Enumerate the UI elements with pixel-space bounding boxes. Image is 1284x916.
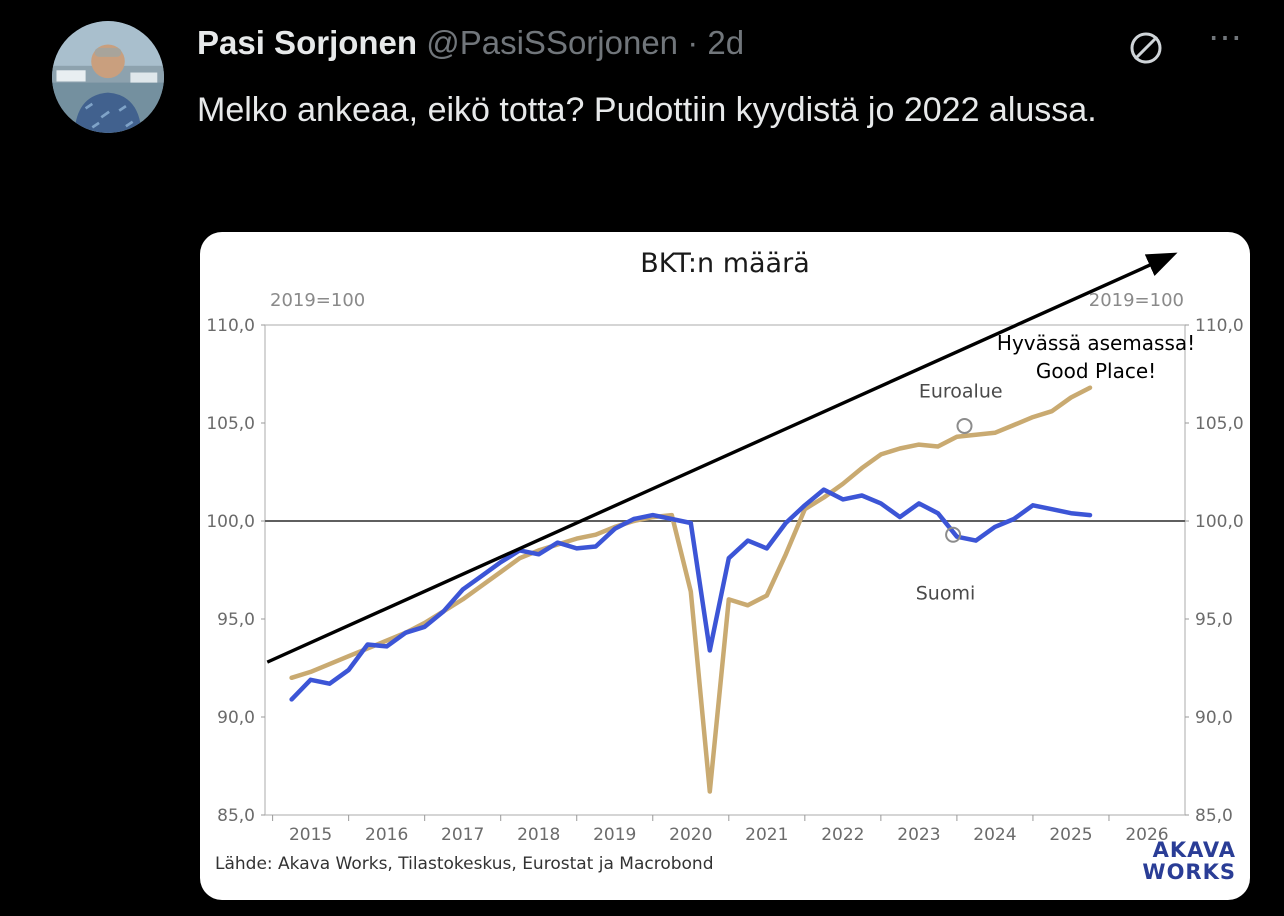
y-tick-label-left: 85,0 — [217, 806, 255, 826]
header-separator: · — [687, 24, 699, 61]
chart-title: BKT:n määrä — [640, 248, 810, 279]
x-tick-label: 2017 — [441, 825, 484, 845]
y-tick-label-right: 90,0 — [1195, 708, 1233, 728]
akava-works-logo: AKAVA WORKS — [1142, 837, 1236, 885]
y-tick-label-left: 100,0 — [206, 512, 255, 532]
series-marker-circle — [956, 417, 973, 434]
annotation-text: Suomi — [916, 582, 976, 604]
author-name[interactable]: Pasi Sorjonen — [197, 24, 418, 61]
series-line-euroalue — [289, 385, 1093, 794]
more-icon[interactable]: ⋯ — [1208, 19, 1244, 57]
y-tick-label-left: 90,0 — [217, 708, 255, 728]
logo-line2: WORKS — [1142, 860, 1236, 885]
unit-label-right: 2019=100 — [1088, 290, 1184, 311]
trend-arrow — [266, 252, 1178, 664]
x-tick-label: 2024 — [973, 825, 1016, 845]
y-tick-label-right: 95,0 — [1195, 610, 1233, 630]
x-tick-label: 2025 — [1049, 825, 1092, 845]
post-header: Pasi Sorjonen @PasiSSorjonen · 2d — [197, 24, 744, 62]
y-tick-label-right: 85,0 — [1195, 806, 1233, 826]
grok-icon[interactable] — [1126, 28, 1166, 68]
annotation-text: Hyvässä asemassa! — [997, 331, 1195, 355]
author-handle[interactable]: @PasiSSorjonen — [426, 24, 679, 61]
avatar[interactable] — [52, 21, 164, 133]
x-tick-label: 2021 — [745, 825, 788, 845]
annotation-text: Euroalue — [919, 381, 1003, 403]
source-note: Lähde: Akava Works, Tilastokeskus, Euros… — [215, 854, 714, 874]
y-tick-label-left: 110,0 — [206, 316, 255, 336]
x-tick-label: 2018 — [517, 825, 560, 845]
x-tick-label: 2016 — [365, 825, 408, 845]
y-tick-label-right: 100,0 — [1195, 512, 1244, 532]
series-line-suomi — [289, 487, 1093, 702]
x-tick-label: 2023 — [897, 825, 940, 845]
chart-plot: 85,0 85,0 90,0 90,0 95,0 95,0 100,0 100,0 105,0 1… — [206, 252, 1244, 845]
avatar-photo — [52, 21, 164, 133]
series-marker-circle — [945, 526, 962, 543]
y-tick-label-right: 105,0 — [1195, 414, 1244, 434]
annotation-text: Good Place! — [1036, 359, 1156, 383]
x-tick-label: 2020 — [669, 825, 712, 845]
y-tick-label-left: 105,0 — [206, 414, 255, 434]
chart-image[interactable]: 85,0 85,0 90,0 90,0 95,0 95,0 100,0 100,0 105,0 1… — [200, 232, 1250, 900]
x-tick-label: 2022 — [821, 825, 864, 845]
x-tick-label: 2019 — [593, 825, 636, 845]
y-tick-label-right: 110,0 — [1195, 316, 1244, 336]
logo-line1: AKAVA — [1152, 837, 1236, 862]
unit-label-left: 2019=100 — [270, 290, 366, 311]
x-tick-label: 2015 — [289, 825, 332, 845]
x-tick-label: 2026 — [1125, 825, 1168, 845]
post-timestamp[interactable]: 2d — [707, 24, 745, 61]
post-body: Melko ankeaa, eikö totta? Pudottiin kyyd… — [197, 91, 1097, 129]
y-tick-label-left: 95,0 — [217, 610, 255, 630]
